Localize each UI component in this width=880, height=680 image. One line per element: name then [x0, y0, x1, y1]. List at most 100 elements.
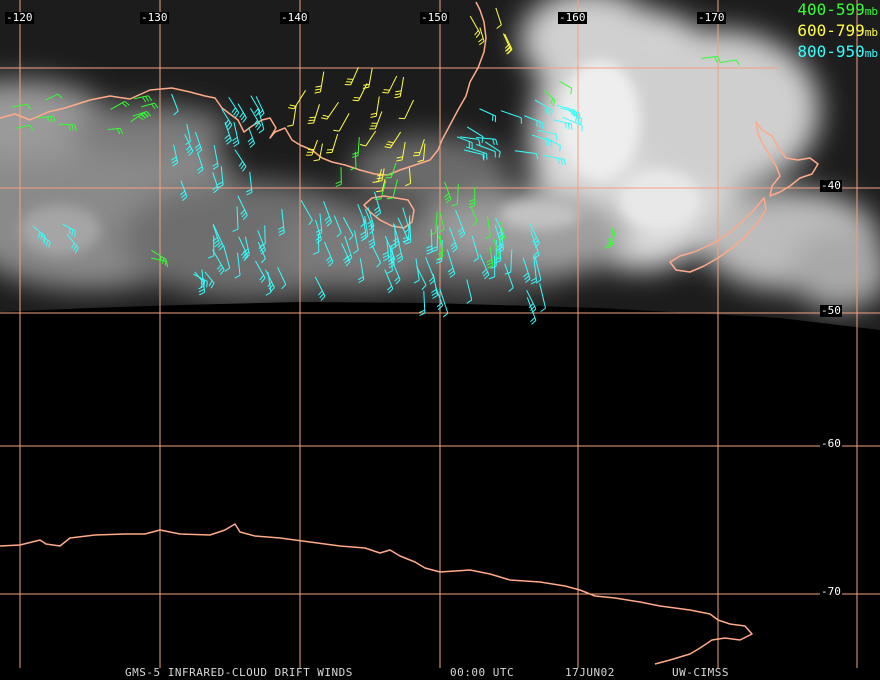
- wind-barb: [553, 119, 573, 131]
- wind-barb: [390, 257, 401, 285]
- wind-barb: [504, 33, 513, 55]
- wind-barb: [357, 258, 365, 284]
- longitude-label: -120: [5, 11, 34, 24]
- wind-barb: [417, 143, 426, 163]
- wind-barb: [234, 149, 247, 172]
- wind-barb: [502, 33, 512, 55]
- wind-barb: [376, 168, 385, 183]
- wind-barb: [265, 269, 275, 293]
- wind-barb: [529, 223, 540, 248]
- wind-barb: [456, 136, 473, 149]
- pressure-level-legend: 400-599mb 600-799mb 800-950mb: [797, 0, 878, 63]
- wind-barb: [488, 255, 496, 280]
- wind-barb: [498, 221, 506, 242]
- latitude-label: -50: [820, 304, 842, 317]
- coastline-australia: [0, 1, 487, 176]
- wind-barb: [212, 224, 220, 248]
- wind-barb: [300, 200, 313, 226]
- wind-barb: [419, 290, 426, 317]
- wind-barb: [446, 249, 456, 278]
- wind-barb: [367, 207, 375, 231]
- wind-barb: [530, 256, 538, 285]
- wind-barb: [255, 260, 266, 283]
- wind-barb: [217, 166, 224, 189]
- wind-barb: [478, 27, 485, 46]
- wind-barb: [438, 211, 445, 233]
- wind-barb: [701, 55, 721, 63]
- longitude-label: -160: [558, 11, 587, 24]
- coastline-new-zealand-south: [669, 197, 767, 273]
- wind-barb: [171, 93, 179, 116]
- wind-barb: [212, 249, 225, 275]
- wind-barb: [185, 123, 191, 146]
- wind-barb: [562, 116, 583, 132]
- wind-barb: [430, 273, 439, 299]
- wind-barb: [384, 131, 402, 149]
- wind-barb: [426, 229, 433, 255]
- wind-barb: [362, 68, 373, 89]
- wind-barb: [38, 115, 57, 123]
- wind-barb: [221, 108, 233, 131]
- wind-barb: [151, 249, 167, 266]
- wind-barb: [232, 122, 240, 148]
- longitude-label: -170: [697, 11, 726, 24]
- legend-item-600-799: 600-799mb: [797, 21, 878, 40]
- wind-barb: [413, 139, 425, 157]
- wind-barb: [439, 288, 449, 318]
- wind-barb: [398, 99, 414, 120]
- latitude-label: -40: [820, 179, 842, 192]
- wind-barb: [232, 206, 239, 232]
- wind-barb: [247, 127, 256, 148]
- wind-barb: [368, 223, 376, 249]
- wind-barb: [312, 233, 320, 255]
- wind-barb: [223, 245, 231, 272]
- wind-barb: [385, 162, 397, 179]
- wind-barb: [392, 223, 400, 248]
- wind-barb: [370, 96, 380, 118]
- wind-barb: [364, 208, 375, 235]
- wind-barb: [212, 172, 219, 194]
- wind-barb: [333, 215, 342, 238]
- wind-barb: [242, 236, 251, 259]
- wind-barb: [207, 235, 215, 259]
- wind-barb: [606, 228, 617, 246]
- wind-barb: [350, 151, 357, 171]
- wind-barb: [479, 253, 490, 280]
- wind-barb: [543, 90, 556, 107]
- wind-barb: [465, 146, 488, 160]
- wind-barb: [360, 218, 367, 242]
- wind-barb: [362, 215, 369, 240]
- wind-barb: [386, 179, 398, 200]
- wind-barb: [526, 297, 537, 325]
- longitude-label: -130: [140, 11, 169, 24]
- wind-barb: [259, 225, 266, 247]
- wind-barb: [460, 136, 481, 146]
- wind-barb: [526, 289, 537, 314]
- wind-barb: [486, 246, 494, 269]
- data-source: UW-CIMSS: [672, 666, 729, 679]
- legend-item-800-950: 800-950mb: [797, 42, 878, 61]
- wind-barb: [224, 122, 232, 145]
- wind-barb: [451, 183, 459, 207]
- wind-barb: [448, 227, 458, 253]
- wind-barb: [180, 180, 188, 201]
- wind-barb: [228, 96, 240, 118]
- wind-barb: [375, 180, 387, 201]
- wind-barb: [522, 257, 531, 283]
- wind-barb: [531, 134, 553, 148]
- wind-barb: [352, 230, 359, 254]
- wind-barb: [171, 144, 179, 167]
- wind-barb: [257, 230, 266, 255]
- wind-barb: [246, 171, 253, 196]
- wind-barb: [212, 224, 224, 251]
- wind-barb: [396, 141, 406, 162]
- wind-barb: [468, 187, 476, 208]
- cloud-detail: [20, 60, 700, 255]
- wind-barb: [343, 217, 354, 241]
- wind-barb: [15, 124, 34, 131]
- wind-barb: [437, 235, 444, 256]
- legend-item-400-599: 400-599mb: [797, 0, 878, 19]
- wind-barb: [255, 96, 265, 118]
- wind-barb: [539, 283, 547, 313]
